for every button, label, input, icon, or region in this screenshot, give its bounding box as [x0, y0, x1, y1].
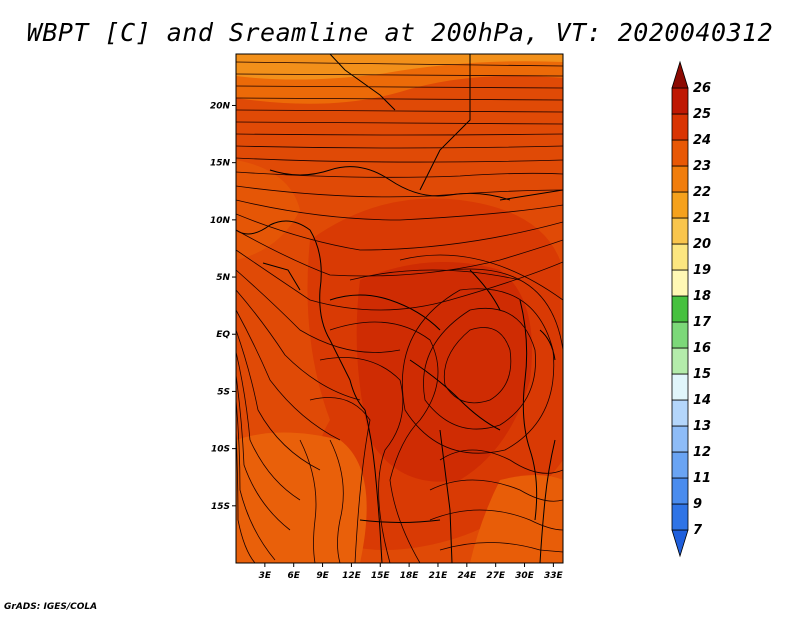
colorbar-swatch — [671, 87, 689, 115]
colorbar-label: 24 — [693, 133, 711, 148]
colorbar-label: 25 — [693, 107, 711, 122]
colorbar-label: 16 — [693, 341, 711, 356]
map-panel — [236, 54, 563, 563]
lat-tick-label: 5S — [217, 387, 230, 397]
colorbar-swatch — [671, 451, 689, 479]
colorbar-swatch — [671, 165, 689, 193]
lon-tick-label: 12E — [342, 571, 362, 581]
lat-tick-label: 15S — [211, 502, 230, 512]
colorbar-label: 12 — [693, 445, 711, 460]
colorbar-swatch — [671, 295, 689, 323]
streamlines — [236, 61, 563, 563]
colorbar-label: 11 — [693, 471, 711, 486]
colorbar-swatch — [671, 217, 689, 245]
lon-tick-label: 6E — [287, 571, 300, 581]
colorbar-swatch — [671, 113, 689, 141]
lon-tick-label: 30E — [515, 571, 535, 581]
temperature-band-southeast — [470, 475, 563, 563]
colorbar-label: 15 — [693, 367, 711, 382]
colorbar-swatch — [671, 347, 689, 375]
colorbar-swatch — [671, 373, 689, 401]
colorbar-label: 20 — [693, 237, 711, 252]
temperature-patch-west — [236, 160, 300, 260]
colorbar-label: 14 — [693, 393, 711, 408]
lon-tick-label: 18E — [400, 571, 420, 581]
colorbar-label: 21 — [693, 211, 711, 226]
lat-tick-label: 10S — [211, 445, 230, 455]
colorbar-swatch — [671, 399, 689, 427]
colorbar-swatch — [671, 477, 689, 505]
lat-tick-label: 15N — [210, 159, 231, 169]
colorbar-swatch — [671, 60, 689, 89]
lat-tick-label: 5N — [216, 273, 230, 283]
colorbar-label: 18 — [693, 289, 711, 304]
colorbar-swatch — [671, 139, 689, 167]
latitude-axis: 20N 15N 10N 5N EQ 5S 10S 15S — [210, 101, 236, 512]
colorbar-swatch — [671, 425, 689, 453]
colorbar-swatch — [671, 503, 689, 531]
lat-tick-label: 20N — [210, 101, 231, 111]
lat-tick-label: 10N — [210, 216, 231, 226]
lon-tick-label: 24E — [457, 571, 477, 581]
colorbar-swatch — [671, 321, 689, 349]
colorbar-label: 23 — [693, 159, 711, 174]
colorbar-swatch — [671, 191, 689, 219]
temperature-band-northmost — [236, 54, 563, 80]
lon-tick-label: 33E — [544, 571, 564, 581]
lon-tick-label: 15E — [371, 571, 391, 581]
colorbar-swatch — [671, 243, 689, 271]
lon-tick-label: 3E — [259, 571, 272, 581]
colorbar-swatch — [671, 529, 689, 558]
lat-tick-label: EQ — [216, 330, 230, 340]
colorbar-label: 22 — [693, 185, 711, 200]
lon-tick-label: 27E — [486, 571, 506, 581]
temperature-band-southwest — [236, 432, 367, 563]
map-frame — [235, 53, 564, 564]
grads-credit: GrADS: IGES/COLA — [4, 602, 98, 612]
colorbar-label: 26 — [693, 81, 711, 96]
colorbar-label: 7 — [693, 523, 703, 538]
map-title: WBPT [C] and Sreamline at 200hPa, VT: 20… — [26, 18, 774, 47]
colorbar-label: 13 — [693, 419, 711, 434]
lon-tick-label: 21E — [429, 571, 449, 581]
longitude-axis: 3E 6E 9E 12E 15E 18E 21E 24E 27E 30E 33E — [259, 563, 564, 581]
colorbar: 7 9 11 12 13 14 15 16 17 18 19 20 21 22 23 24 25 26 — [671, 60, 712, 558]
colorbar-label: 9 — [693, 497, 702, 512]
colorbar-label: 17 — [693, 315, 712, 330]
colorbar-swatch — [671, 269, 689, 297]
lon-tick-label: 9E — [316, 571, 329, 581]
colorbar-label: 19 — [693, 263, 711, 278]
